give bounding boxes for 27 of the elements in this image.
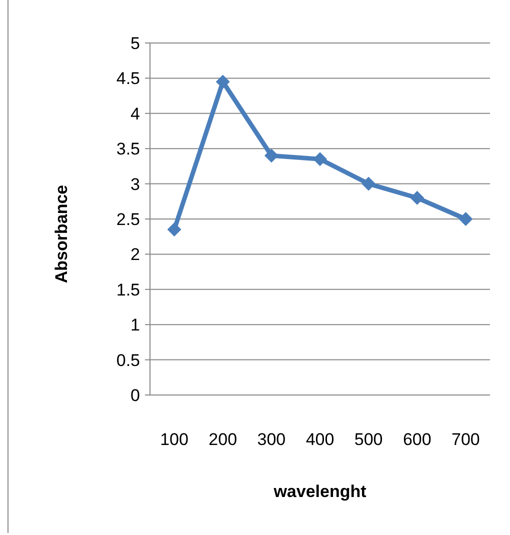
- y-tick-label: 4.5: [116, 69, 140, 88]
- point: [167, 222, 182, 237]
- y-tick-label: 2: [130, 245, 140, 264]
- x-tick-label: 400: [306, 430, 334, 449]
- point: [264, 148, 278, 163]
- point: [313, 152, 327, 166]
- y-axis-title: Absorbance: [52, 184, 71, 284]
- x-tick-label: 300: [257, 430, 286, 449]
- y-tick-label: 3.5: [116, 140, 140, 159]
- point: [458, 212, 473, 226]
- point: [410, 190, 424, 205]
- y-tick-label: 4: [130, 104, 140, 124]
- y-tick-label: 0: [130, 386, 140, 405]
- y-tick-label: 2.5: [116, 210, 140, 229]
- y-tick-label: 1: [130, 316, 140, 335]
- y-tick-label: 0.5: [116, 350, 140, 370]
- y-tick-label: 5: [130, 34, 140, 53]
- x-tick-label: 500: [354, 430, 383, 449]
- x-tick-label: 100: [160, 430, 188, 449]
- x-tick-label: 200: [208, 430, 238, 449]
- point: [362, 176, 376, 191]
- x-tick-label: 700: [452, 430, 480, 449]
- x-tick-label: 600: [402, 430, 432, 449]
- x-axis-title: wavelenght: [272, 482, 367, 501]
- y-tick-label: 1.5: [116, 280, 140, 300]
- point: [216, 74, 230, 89]
- y-tick-label: 3: [130, 174, 140, 194]
